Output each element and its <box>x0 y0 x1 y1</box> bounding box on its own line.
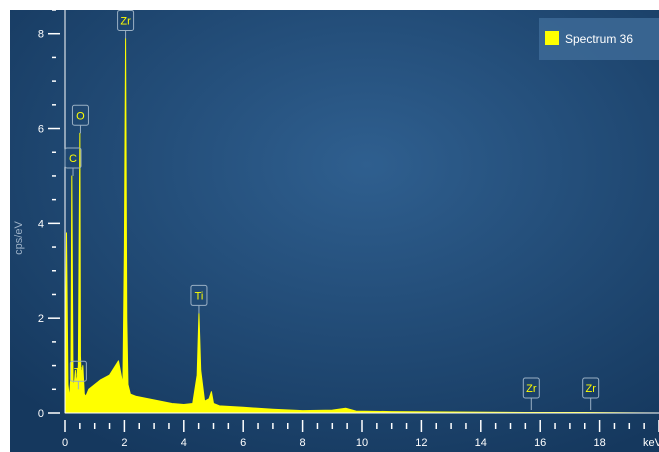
peak-label-box <box>582 377 600 399</box>
peak-label: Zr <box>120 15 131 27</box>
spectrum-series <box>64 37 659 414</box>
x-tick-label: 18 <box>593 437 605 449</box>
x-tick-label: 12 <box>415 437 427 449</box>
legend-label: Spectrum 36 <box>565 32 633 46</box>
y-tick-label: 6 <box>38 124 44 136</box>
peak-annotation: C <box>64 147 82 176</box>
peak-label-box <box>69 360 87 382</box>
peak-label: Ti <box>74 366 83 378</box>
peak-label: Ti <box>195 290 204 302</box>
peak-label: O <box>76 110 85 122</box>
peak-annotation: Zr <box>117 9 135 39</box>
y-tick-label: 4 <box>38 218 44 230</box>
peak-annotations: Zr O C Ti Ti Zr Zr <box>64 9 600 410</box>
x-tick-label: 8 <box>300 437 306 449</box>
x-tick-label: 6 <box>240 437 246 449</box>
x-tick-label: 0 <box>62 437 68 449</box>
x-axis-unit: keV <box>643 437 659 449</box>
peak-label: Zr <box>585 383 596 395</box>
peak-annotation: Zr <box>582 377 600 410</box>
x-tick-label: 4 <box>181 437 187 449</box>
legend-swatch <box>545 31 559 45</box>
peak-label-box <box>64 147 82 169</box>
x-tick-label: 16 <box>534 437 546 449</box>
peak-annotation: Ti <box>190 284 208 314</box>
y-tick-label: 8 <box>38 29 44 41</box>
peak-label: C <box>69 153 77 165</box>
x-tick-label: 10 <box>356 437 368 449</box>
tick-marks <box>48 9 659 432</box>
peak-label-box <box>117 9 135 31</box>
peak-label-box <box>522 377 540 399</box>
peak-annotation: Ti <box>69 360 87 390</box>
legend: Spectrum 36 <box>539 18 659 60</box>
peak-label: Zr <box>526 383 537 395</box>
y-axis-label: cps/eV <box>13 221 25 255</box>
peak-label-box <box>190 284 208 306</box>
peak-label-box <box>71 104 89 126</box>
peak-annotation: Zr <box>522 377 540 410</box>
y-tick-label: 0 <box>38 408 44 420</box>
y-tick-label: 2 <box>38 313 44 325</box>
axes: 0 2 4 6 8 0 2 4 6 8 10 12 14 16 18 <box>38 10 659 449</box>
series-layer <box>64 37 659 414</box>
x-tick-label: 14 <box>475 437 487 449</box>
x-tick-label: 2 <box>121 437 127 449</box>
peak-annotation: O <box>71 104 89 134</box>
